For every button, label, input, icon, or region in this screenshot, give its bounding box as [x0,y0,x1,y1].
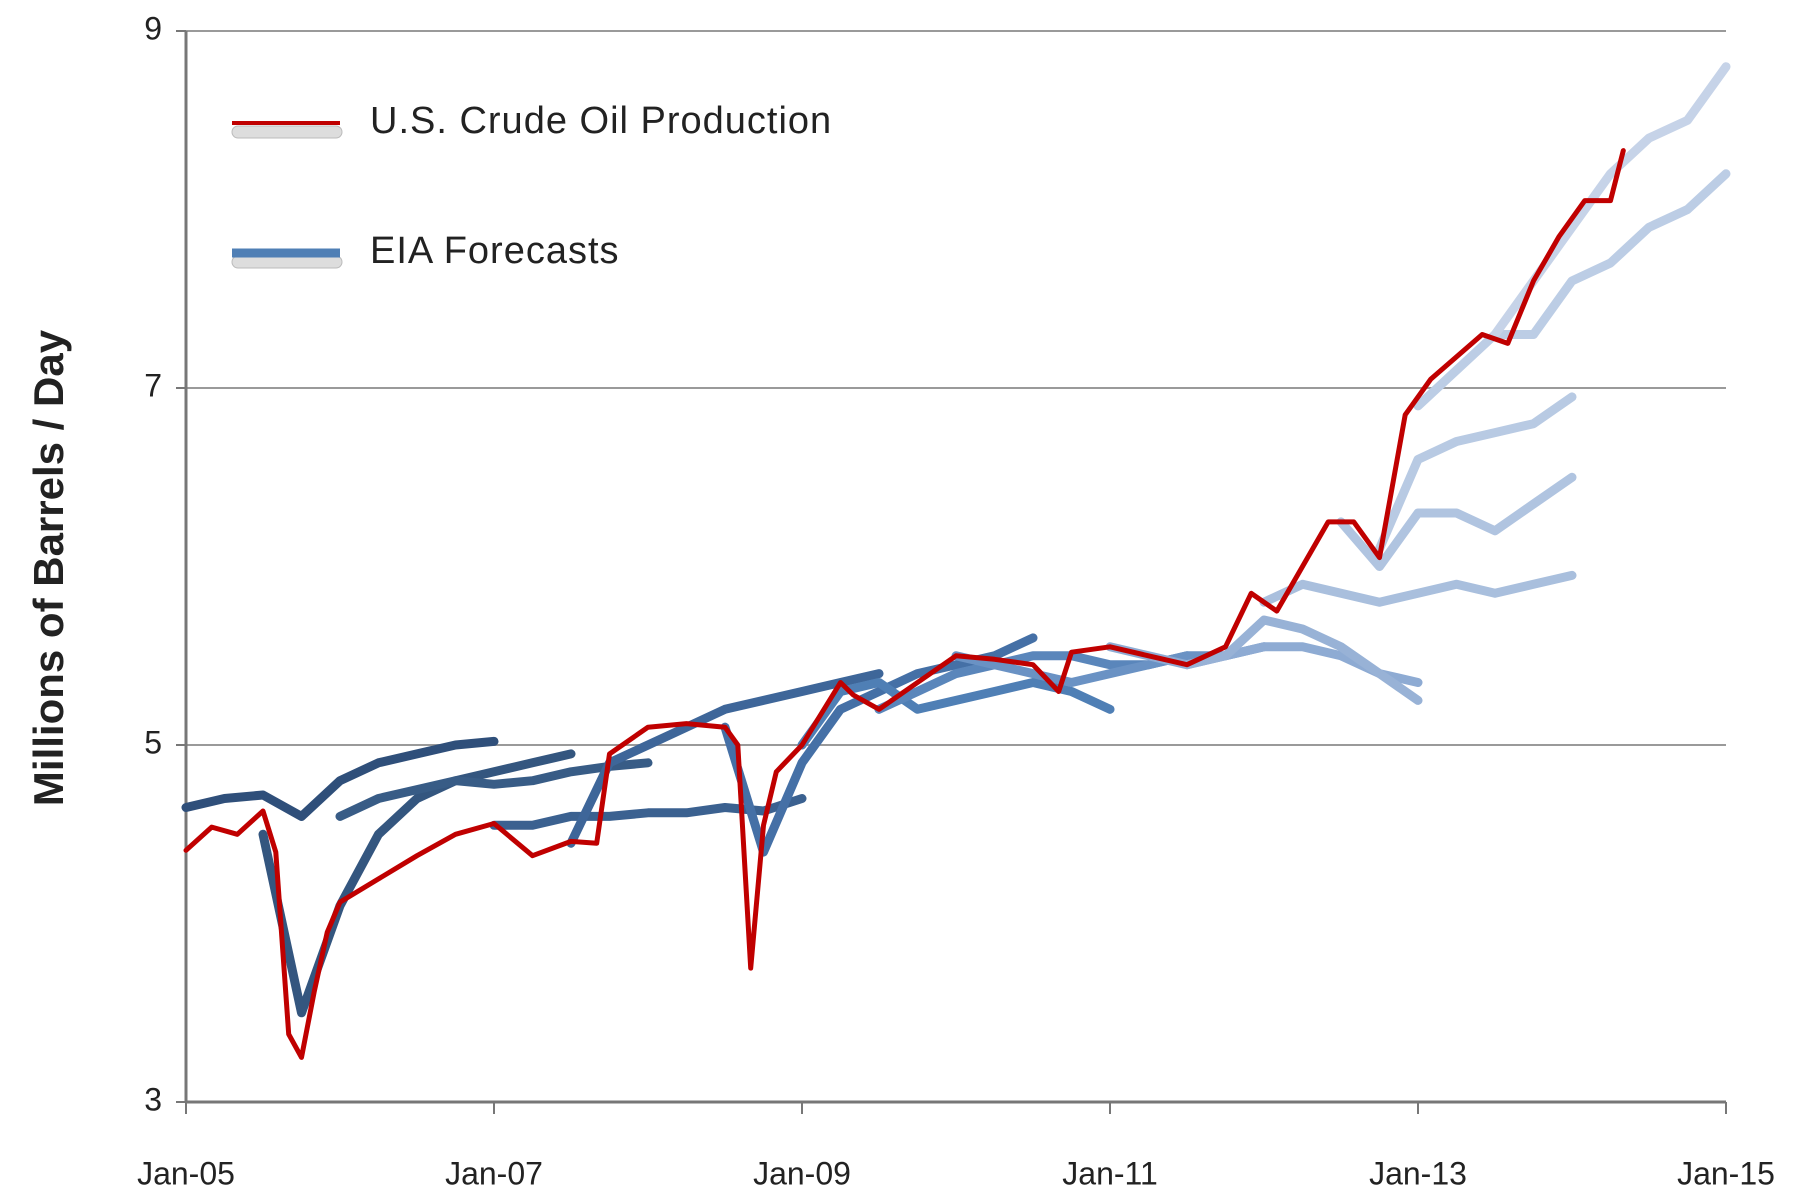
y-tick-label: 9 [144,10,162,46]
forecast-line [566,669,884,848]
forecast-line [181,736,499,821]
x-tick-label: Jan-15 [1677,1155,1775,1191]
forecast-line [1336,472,1577,571]
y-tick-label: 3 [144,1081,162,1117]
legend-shadow [231,255,343,269]
production-line [183,148,1626,1060]
x-tick-label: Jan-05 [137,1155,235,1191]
forecast-line [335,758,653,821]
forecast-line [1375,392,1577,554]
y-tick-label: 5 [144,724,162,760]
forecast-line [1259,570,1577,607]
legend-label: EIA Forecasts [370,230,620,272]
legend-label: U.S. Crude Oil Production [370,100,832,142]
y-axis-label: Millions of Barrels / Day [25,329,72,806]
legend-shadow [231,125,343,139]
x-tick-label: Jan-11 [1062,1155,1157,1191]
forecast-line [1182,615,1423,705]
forecast-line [258,749,576,1018]
forecast-line [1413,169,1731,411]
x-tick-label: Jan-07 [445,1155,543,1191]
x-tick-label: Jan-13 [1369,1155,1467,1191]
y-tick-label: 7 [144,367,162,403]
x-tick-label: Jan-09 [753,1155,851,1191]
